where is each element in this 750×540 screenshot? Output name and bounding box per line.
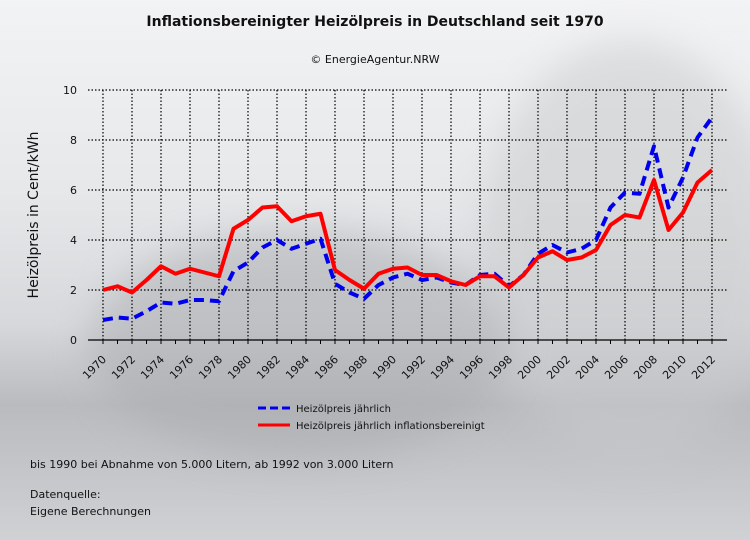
y-axis-label: Heizölpreis in Cent/kWh	[26, 132, 42, 299]
legend-label: Heizölpreis jährlich inflationsbereinigt	[296, 421, 485, 432]
x-tick-label: 1986	[312, 353, 341, 382]
x-tick-label: 1988	[341, 353, 370, 382]
y-tick-label: 8	[70, 134, 77, 147]
x-tick-label: 1990	[370, 353, 399, 382]
source-text: Eigene Berechnungen	[30, 505, 152, 518]
y-tick-label: 10	[63, 84, 77, 97]
x-tick-label: 1980	[225, 353, 254, 382]
x-tick-label: 1970	[80, 353, 109, 382]
x-tick-label: 1992	[399, 353, 428, 382]
y-tick-label: 6	[70, 184, 77, 197]
background-photo	[480, 40, 750, 460]
chart-title: Inflationsbereinigter Heizölpreis in Deu…	[146, 14, 604, 30]
volume-note: bis 1990 bei Abnahme von 5.000 Litern, a…	[30, 458, 394, 471]
x-tick-label: 1998	[486, 353, 515, 382]
legend-label: Heizölpreis jährlich	[296, 404, 391, 415]
x-tick-label: 2006	[602, 353, 631, 382]
x-tick-label: 1984	[283, 353, 312, 382]
chart-subtitle: © EnergieAgentur.NRW	[310, 53, 440, 66]
y-tick-label: 4	[70, 234, 77, 247]
x-tick-label: 2008	[631, 353, 660, 382]
x-tick-label: 1978	[196, 353, 225, 382]
x-tick-label: 1976	[167, 353, 196, 382]
x-tick-label: 1994	[428, 353, 457, 382]
y-tick-label: 2	[70, 284, 77, 297]
y-tick-label: 0	[70, 334, 77, 347]
x-tick-label: 2002	[544, 353, 573, 382]
x-tick-label: 2010	[660, 353, 689, 382]
x-tick-label: 2000	[515, 353, 544, 382]
x-tick-label: 2012	[689, 353, 718, 382]
source-label: Datenquelle:	[30, 488, 101, 501]
x-tick-label: 1974	[138, 353, 167, 382]
x-tick-label: 1972	[109, 353, 138, 382]
x-tick-label: 1982	[254, 353, 283, 382]
x-tick-label: 2004	[573, 353, 602, 382]
x-tick-label: 1996	[457, 353, 486, 382]
